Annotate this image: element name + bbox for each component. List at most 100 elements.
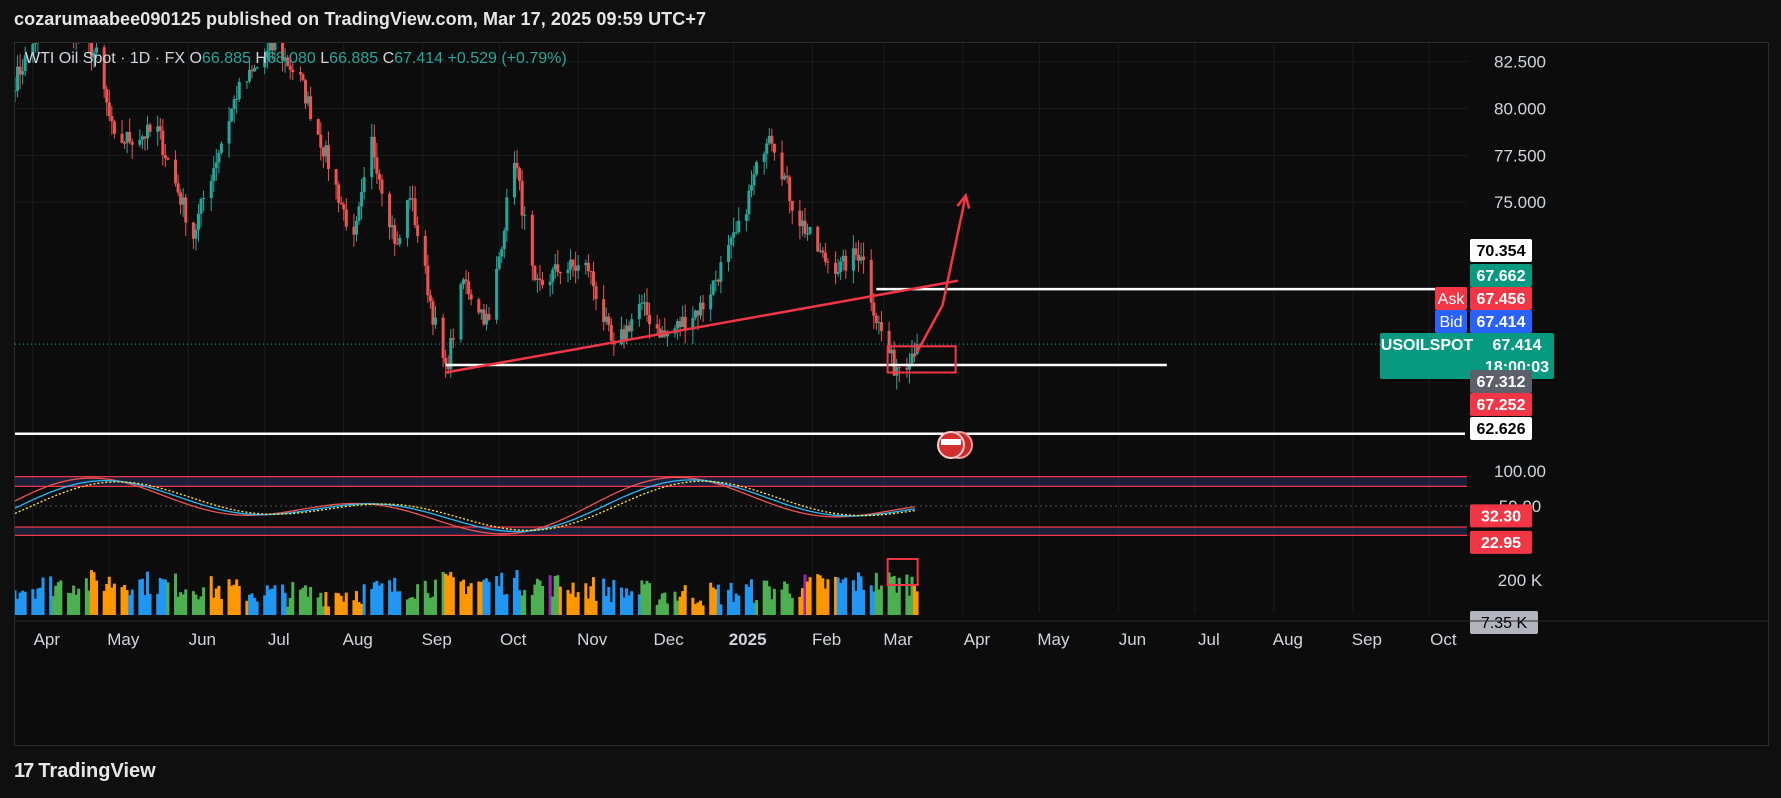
- volume-bar: [747, 587, 751, 615]
- volume-bar: [665, 603, 669, 615]
- volume-bar: [273, 585, 277, 615]
- volume-bar: [390, 591, 394, 615]
- candle-body: [854, 248, 858, 255]
- volume-bar: [591, 577, 595, 615]
- volume-bar: [84, 578, 88, 615]
- candle-body: [890, 349, 894, 354]
- volume-bar: [69, 593, 73, 615]
- candle-body: [219, 143, 223, 153]
- volume-bar: [821, 578, 825, 615]
- candle-body: [423, 235, 427, 266]
- volume-bar: [892, 575, 896, 615]
- candle-body: [678, 321, 682, 328]
- volume-bar: [67, 592, 71, 615]
- volume-bar: [502, 594, 506, 615]
- candle-body: [107, 102, 111, 117]
- volume-last-value: 7.35 K: [1481, 615, 1528, 632]
- candle-body: [788, 177, 792, 201]
- volume-bar: [324, 592, 328, 615]
- volume-bar: [105, 584, 109, 615]
- volume-bar: [433, 579, 437, 615]
- time-axis: Apr May Jun Jul Aug Sep Oct Nov Dec 2025 Feb Mar Apr…: [15, 620, 1768, 649]
- candle-body: [209, 181, 213, 199]
- candle-body: [191, 222, 195, 239]
- stochastic-oscillator: [14, 476, 1467, 536]
- candle-body: [416, 225, 420, 236]
- candle-body: [163, 155, 167, 159]
- candle-body: [467, 281, 471, 295]
- volume-bar: [602, 578, 606, 615]
- candle-body: [214, 162, 218, 169]
- candle-body: [372, 136, 376, 158]
- volume-bar: [622, 597, 626, 615]
- volume-bar: [354, 591, 358, 615]
- candle-body: [727, 244, 731, 263]
- candle-body: [905, 367, 909, 370]
- candle-body: [344, 209, 348, 227]
- volume-bar: [620, 587, 624, 615]
- price-label-value: 70.354: [1477, 243, 1526, 260]
- flag-stripe: [941, 439, 961, 445]
- volume-bar: [716, 584, 720, 615]
- tradingview-footer[interactable]: 17 TradingView: [14, 760, 156, 783]
- candle-body: [245, 81, 249, 83]
- candle-body: [625, 325, 629, 340]
- candle-body: [156, 126, 160, 132]
- volume-bar: [146, 571, 150, 615]
- candle-body: [607, 316, 611, 325]
- trendline: [445, 279, 959, 374]
- candle-body: [31, 44, 35, 56]
- volume-bar: [673, 591, 677, 615]
- volume-bar: [806, 581, 810, 615]
- candle-body: [326, 145, 330, 170]
- volume-bar: [428, 597, 432, 615]
- volume-bar: [245, 600, 249, 615]
- volume-bar: [594, 600, 598, 615]
- volume-bar: [41, 577, 45, 615]
- volume-bar: [268, 589, 272, 615]
- time-tick-label: Jun: [1119, 630, 1146, 649]
- candle-body: [622, 329, 626, 340]
- volume-bar: [767, 586, 771, 615]
- volume-bar: [836, 577, 840, 615]
- volume-bar: [441, 571, 445, 615]
- candle-body: [640, 302, 644, 304]
- candle-body: [836, 271, 840, 275]
- candle-body: [821, 250, 825, 253]
- volume-bar: [237, 586, 241, 615]
- volume-bar: [72, 585, 76, 615]
- candle-body: [230, 109, 234, 122]
- candle-body: [462, 279, 466, 285]
- volume-bar: [306, 596, 310, 615]
- candle-body: [298, 72, 302, 75]
- volume-bar: [497, 586, 501, 615]
- oscillator-band: [15, 476, 1467, 487]
- volume-bar: [484, 578, 488, 615]
- candle-body: [762, 153, 766, 162]
- candle-body: [324, 145, 328, 157]
- candle-body: [227, 121, 231, 144]
- candle-body: [174, 159, 178, 184]
- volume-bar: [212, 597, 216, 615]
- volume-bar: [255, 601, 259, 615]
- time-tick-label: Sep: [1352, 630, 1382, 649]
- volume-bar: [130, 589, 134, 615]
- volume-bar: [574, 597, 578, 615]
- volume-bar: [281, 584, 285, 615]
- volume-bar: [765, 580, 769, 615]
- candle-body: [18, 66, 22, 75]
- candle-body: [818, 250, 822, 252]
- volume-bar: [752, 602, 756, 615]
- volume-bar: [377, 585, 381, 615]
- volume-bar: [357, 602, 361, 615]
- volume-bar: [92, 572, 96, 615]
- volume-pane: [13, 558, 919, 615]
- volume-bar: [915, 591, 919, 615]
- candle-body: [630, 319, 634, 332]
- volume-bar: [683, 585, 687, 615]
- candle-body: [237, 81, 241, 100]
- volume-bar: [803, 574, 807, 615]
- candle-body: [306, 96, 310, 104]
